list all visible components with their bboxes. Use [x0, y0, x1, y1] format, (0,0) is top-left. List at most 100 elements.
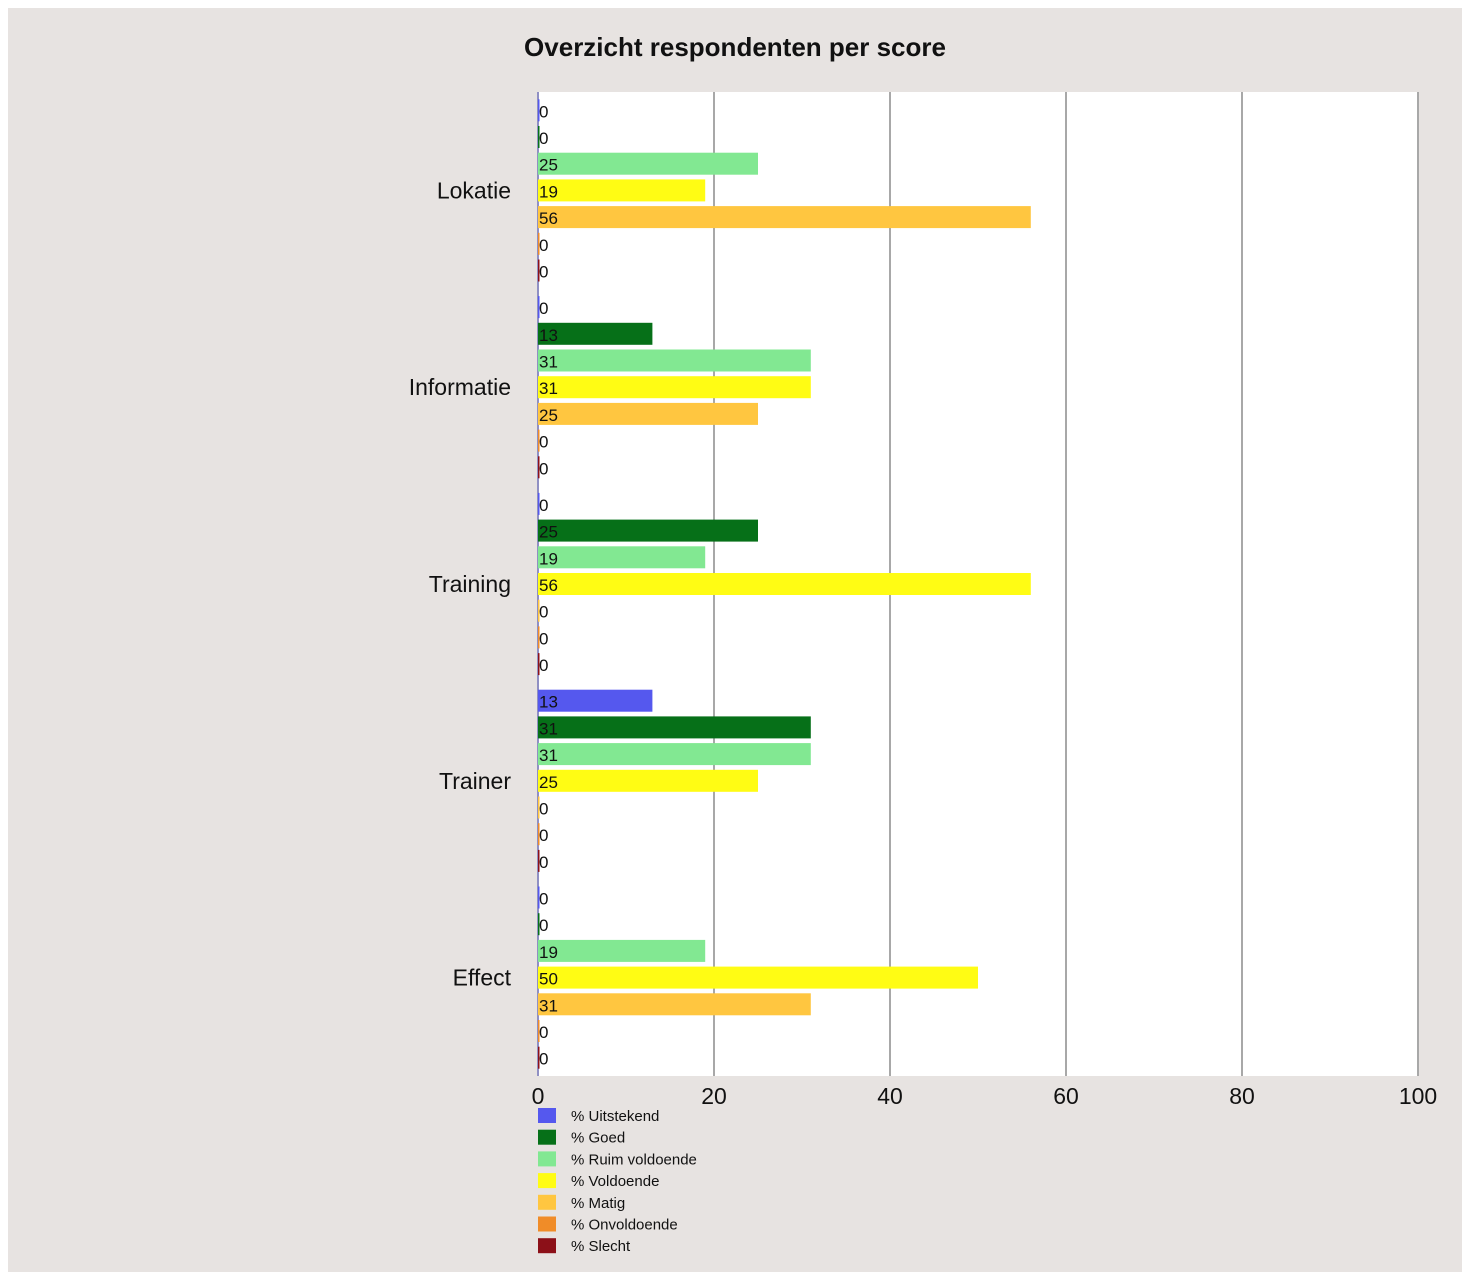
bar-value-label: 56: [539, 576, 558, 595]
bar: [538, 966, 978, 989]
bar: [538, 599, 540, 622]
bar: [538, 689, 653, 712]
bar-value-label: 0: [539, 890, 548, 909]
bar: [538, 546, 706, 569]
bar: [538, 769, 758, 792]
bar-value-label: 25: [539, 523, 558, 542]
bars: [538, 99, 1031, 1069]
category-label: Effect: [453, 965, 512, 991]
category-label: Training: [429, 571, 511, 597]
bar: [538, 849, 540, 872]
legend-swatch: [538, 1216, 556, 1232]
legend-label: % Uitstekend: [571, 1108, 659, 1125]
x-tick-label: 0: [532, 1083, 545, 1109]
x-tick-label: 60: [1053, 1083, 1079, 1109]
bar: [538, 993, 811, 1016]
bar-value-label: 0: [539, 629, 548, 648]
bar: [538, 886, 540, 909]
bar-value-label: 31: [539, 719, 558, 738]
bar: [538, 913, 540, 936]
bar-value-label: 0: [539, 299, 548, 318]
legend-label: % Onvoldoende: [571, 1217, 678, 1234]
bar-value-label: 0: [539, 496, 548, 515]
bar-value-label: 0: [539, 1023, 548, 1042]
bar-value-label: 31: [539, 379, 558, 398]
bar-value-label: 0: [539, 826, 548, 845]
category-label: Trainer: [439, 768, 511, 794]
legend-label: % Voldoende: [571, 1173, 659, 1190]
bar: [538, 179, 706, 202]
bar-value-label: 0: [539, 603, 548, 622]
bar: [538, 626, 540, 649]
bar-value-label: 0: [539, 102, 548, 121]
bar-value-label: 0: [539, 459, 548, 478]
bar: [538, 402, 758, 425]
x-tick-label: 80: [1229, 1083, 1255, 1109]
legend-swatch: [538, 1238, 556, 1254]
bar: [538, 429, 540, 452]
bar: [538, 823, 540, 846]
bar: [538, 152, 758, 175]
legend-label: % Matig: [571, 1195, 625, 1212]
legend-swatch: [538, 1108, 556, 1123]
x-tick-label: 20: [701, 1083, 727, 1109]
bar-value-label: 0: [539, 129, 548, 148]
legend-label: % Ruim voldoende: [571, 1151, 697, 1168]
bar: [538, 519, 758, 542]
bar-value-label: 50: [539, 970, 558, 989]
x-axis-tick-labels: 0 20 40 60 80 100: [532, 1083, 1438, 1109]
bar-value-label: 0: [539, 916, 548, 935]
bar: [538, 456, 540, 479]
bar: [538, 716, 811, 739]
category-label: Lokatie: [437, 177, 511, 203]
bar: [538, 126, 540, 148]
bar-value-label: 25: [539, 773, 558, 792]
bar: [538, 796, 540, 819]
category-labels: Lokatie Informatie Training Trainer Effect: [409, 177, 512, 990]
bar: [538, 376, 811, 399]
bar: [538, 259, 540, 282]
bar-value-label: 56: [539, 209, 558, 228]
bar: [538, 206, 1031, 229]
bar: [538, 232, 540, 255]
bar: [538, 349, 811, 372]
chart-frame: Overzicht respondenten per score 0 0 25 19 5…: [8, 8, 1462, 1272]
legend-swatch: [538, 1194, 556, 1210]
legend-swatch: [538, 1151, 556, 1167]
bar-value-label: 0: [539, 263, 548, 282]
bar-value-label: 25: [539, 156, 558, 175]
bar-value-label: 13: [539, 693, 558, 712]
bar-chart: Overzicht respondenten per score 0 0 25 19 5…: [409, 32, 1438, 1255]
legend: % Uitstekend % Goed % Ruim voldoende % Vold…: [538, 1108, 697, 1255]
bar-value-label: 19: [539, 182, 558, 201]
bar: [538, 1046, 540, 1069]
bar-value-label: 0: [539, 656, 548, 675]
bar: [538, 99, 540, 122]
category-label: Informatie: [409, 374, 511, 400]
bar-value-label: 0: [539, 853, 548, 872]
bar-value-label: 0: [539, 800, 548, 819]
legend-label: % Slecht: [571, 1238, 631, 1255]
bar: [538, 653, 540, 676]
x-tick-label: 40: [877, 1083, 903, 1109]
bar-value-label: 31: [539, 746, 558, 765]
bar-value-label: 0: [539, 236, 548, 255]
bar-value-label: 13: [539, 326, 558, 345]
legend-label: % Goed: [571, 1130, 625, 1147]
bar: [538, 296, 540, 319]
x-tick-label: 100: [1399, 1083, 1437, 1109]
bar-value-label: 31: [539, 353, 558, 372]
bar-value-label: 19: [539, 549, 558, 568]
chart-title: Overzicht respondenten per score: [524, 32, 946, 62]
bar: [538, 939, 706, 962]
legend-swatch: [538, 1129, 556, 1145]
bar-value-label: 19: [539, 943, 558, 962]
bar: [538, 492, 540, 515]
bar-value-labels: 0 0 25 19 56 0 0 0 13 31 31 25 0 0 0 25 19 56 0 0 0 13 31 31 25 0…: [539, 102, 558, 1068]
bar: [538, 322, 653, 345]
legend-swatch: [538, 1173, 556, 1189]
bar-value-label: 0: [539, 1050, 548, 1069]
bar-value-label: 31: [539, 996, 558, 1015]
bar: [538, 573, 1031, 595]
bar: [538, 743, 811, 766]
